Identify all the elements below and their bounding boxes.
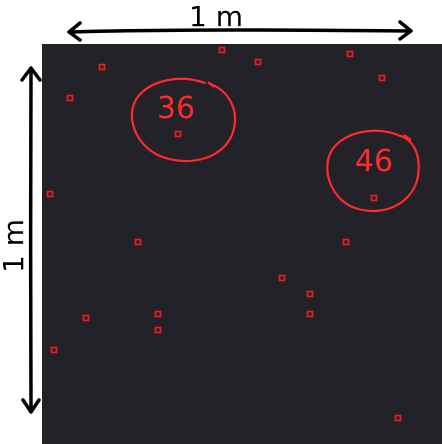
point-6 bbox=[66, 94, 74, 102]
point-14 bbox=[82, 314, 90, 322]
annotation-label-36: 36 bbox=[157, 91, 195, 126]
point-1 bbox=[218, 46, 226, 54]
point-13 bbox=[306, 290, 314, 298]
width-arrow-head-left bbox=[67, 21, 82, 42]
height-arrow-head-bottom bbox=[21, 398, 41, 414]
height-label: 1 m bbox=[0, 219, 30, 273]
annotation-tick-36 bbox=[207, 81, 215, 88]
point-16 bbox=[306, 310, 314, 318]
point-9 bbox=[370, 194, 378, 202]
annotation-tick-46 bbox=[403, 134, 412, 141]
annotation-46: 46 bbox=[326, 129, 420, 213]
point-4 bbox=[346, 50, 354, 58]
point-19 bbox=[394, 414, 402, 422]
point-11 bbox=[342, 238, 350, 246]
point-12 bbox=[278, 274, 286, 282]
point-8 bbox=[46, 190, 54, 198]
width-label: 1 m bbox=[189, 0, 243, 33]
height-dimension: 1 m bbox=[0, 66, 42, 414]
annotation-label-46: 46 bbox=[355, 144, 393, 179]
annotation-circle-46 bbox=[326, 129, 420, 213]
annotation-circle-36 bbox=[130, 77, 237, 163]
point-10 bbox=[134, 238, 142, 246]
point-15 bbox=[154, 310, 162, 318]
point-2 bbox=[98, 63, 106, 71]
point-18 bbox=[50, 346, 58, 354]
point-5 bbox=[378, 74, 386, 82]
points-layer bbox=[46, 46, 402, 422]
point-7 bbox=[174, 130, 182, 138]
point-17 bbox=[154, 326, 162, 334]
annotation-36: 36 bbox=[130, 77, 237, 163]
field-square bbox=[42, 44, 442, 444]
height-arrow-head-top bbox=[20, 66, 42, 82]
width-dimension: 1 m bbox=[67, 0, 413, 42]
width-arrow-head-right bbox=[398, 20, 413, 41]
width-arrow-line bbox=[68, 28, 412, 34]
point-3 bbox=[254, 58, 262, 66]
